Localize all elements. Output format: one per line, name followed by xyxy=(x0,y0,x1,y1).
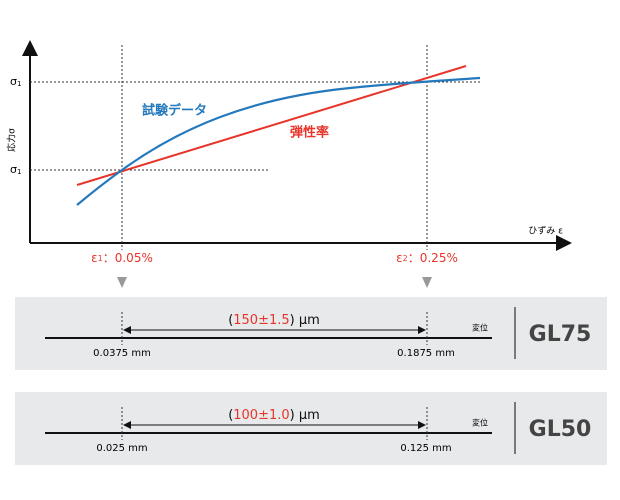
test-curve xyxy=(76,76,481,206)
gauge-label: GL50 xyxy=(529,417,592,442)
x-axis-label: ひずみ ε xyxy=(528,226,563,237)
panel xyxy=(15,297,607,370)
line-label: 弾性率 xyxy=(290,125,329,141)
pointer xyxy=(422,277,432,288)
strain-label: ε1：0.05% xyxy=(91,251,153,265)
y-axis-label: 応力σ xyxy=(6,128,18,152)
pointer xyxy=(117,277,127,288)
position-label: 0.025 mm xyxy=(96,443,147,454)
curve-label: 試験データ xyxy=(142,103,207,119)
panel xyxy=(15,392,607,465)
dimension: (100±1.0) μm xyxy=(228,408,320,423)
axis-label: 変位 xyxy=(472,323,488,333)
y-mark: σ1 xyxy=(10,75,21,88)
y-mark: σ1 xyxy=(10,163,21,176)
position-label: 0.0375 mm xyxy=(93,348,151,359)
modulus-line xyxy=(76,65,467,186)
position-label: 0.125 mm xyxy=(400,443,451,454)
strain-label: ε2：0.25% xyxy=(396,251,458,265)
gauge-label: GL75 xyxy=(529,322,592,347)
position-label: 0.1875 mm xyxy=(397,348,455,359)
axis-label: 変位 xyxy=(472,418,488,428)
dimension: (150±1.5) μm xyxy=(228,313,320,328)
